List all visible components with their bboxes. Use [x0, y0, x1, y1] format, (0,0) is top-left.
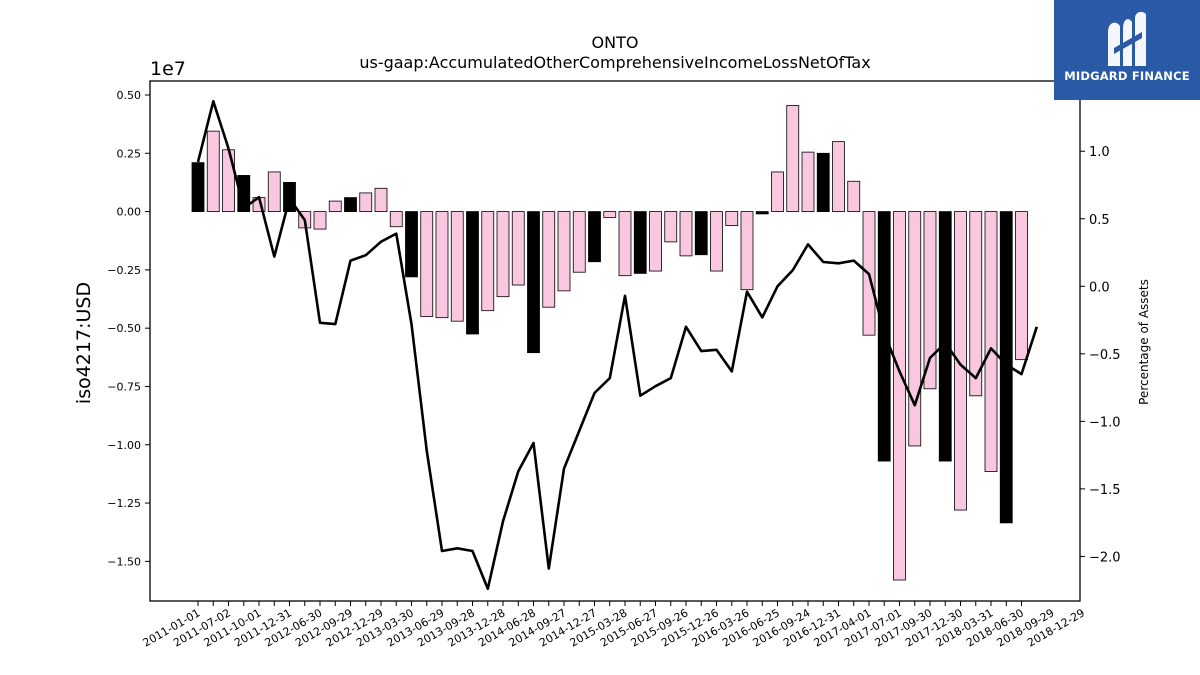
- bar: [801, 151, 815, 212]
- bar: [405, 211, 418, 278]
- axes-layer: 0.50 0.25 0.00 −0.25 −0.50 −0.75 −1.00 −1.25 −1.…: [107, 80, 1121, 650]
- bar: [633, 211, 647, 274]
- bar: [222, 149, 235, 212]
- midgard-logo-icon: [1108, 11, 1146, 66]
- bar: [816, 152, 830, 212]
- percentage-line: [196, 100, 1039, 591]
- y-tick-label: −0.75: [107, 380, 141, 393]
- bar: [771, 171, 784, 212]
- y2-tick-label: −2.0: [1089, 550, 1121, 565]
- y2-tick-label: 0.5: [1089, 213, 1110, 228]
- bar: [1015, 211, 1028, 361]
- bar: [694, 211, 708, 256]
- bar: [328, 200, 342, 212]
- bar: [679, 211, 693, 257]
- bar: [969, 211, 983, 397]
- bar: [984, 211, 998, 472]
- bar: [572, 211, 586, 273]
- bar: [542, 211, 556, 308]
- y2-tick-label: 1.0: [1089, 145, 1110, 160]
- bar: [847, 180, 861, 212]
- y-axis-label: iso4217:USD: [73, 282, 95, 404]
- bar: [603, 211, 617, 218]
- bar: [755, 211, 769, 215]
- bar: [923, 211, 937, 390]
- bar: [374, 187, 388, 212]
- y2-tick-label: −1.0: [1089, 415, 1121, 430]
- bar: [893, 211, 906, 581]
- bar: [649, 211, 662, 272]
- bar: [466, 211, 479, 335]
- y-offset-label: 1e7: [150, 58, 186, 80]
- y-tick-label: −1.50: [107, 555, 141, 568]
- bar: [359, 192, 373, 212]
- bars-layer: [191, 105, 1028, 581]
- y-tick-label: 0.00: [117, 206, 142, 219]
- bar: [191, 162, 205, 212]
- bar: [496, 211, 510, 298]
- bar: [725, 211, 739, 226]
- logo-text: MIDGARD FINANCE: [1064, 69, 1190, 83]
- bar: [908, 211, 922, 447]
- bar: [283, 182, 296, 212]
- bar: [450, 211, 464, 322]
- bar: [527, 211, 540, 354]
- bar: [618, 211, 632, 277]
- midgard-finance-logo: MIDGARD FINANCE: [1054, 0, 1200, 100]
- y-tick-label: −0.25: [107, 264, 141, 277]
- bar: [740, 211, 754, 291]
- bar: [313, 211, 327, 230]
- y-tick-label: −1.00: [107, 439, 141, 452]
- bar: [832, 141, 845, 212]
- bar: [588, 211, 601, 263]
- bar: [710, 211, 723, 272]
- bar: [344, 197, 357, 212]
- bar: [435, 211, 449, 319]
- y2-axis-label: Percentage of Assets: [1137, 279, 1151, 405]
- y2-tick-label: −0.5: [1089, 348, 1121, 363]
- bar: [481, 211, 495, 312]
- y-tick-label: −1.25: [107, 497, 141, 510]
- y-tick-label: −0.50: [107, 322, 141, 335]
- bar: [511, 211, 525, 286]
- y2-tick-label: −1.5: [1089, 483, 1121, 498]
- bar: [664, 211, 678, 243]
- bar: [237, 175, 251, 212]
- chart-subtitle: us-gaap:AccumulatedOtherComprehensiveInc…: [359, 53, 870, 72]
- bar: [954, 211, 967, 511]
- bar: [389, 211, 403, 228]
- line-layer: [196, 100, 1039, 591]
- chart-title: ONTO: [592, 33, 639, 52]
- bar: [938, 211, 952, 462]
- plot-frame: [149, 80, 1081, 602]
- bar: [206, 130, 220, 212]
- bar: [420, 211, 434, 317]
- bar: [267, 171, 281, 212]
- bar: [557, 211, 571, 292]
- y-tick-label: 0.25: [117, 147, 142, 160]
- y-tick-label: 0.50: [117, 89, 142, 102]
- y2-tick-label: 0.0: [1089, 280, 1110, 295]
- bar: [786, 105, 800, 212]
